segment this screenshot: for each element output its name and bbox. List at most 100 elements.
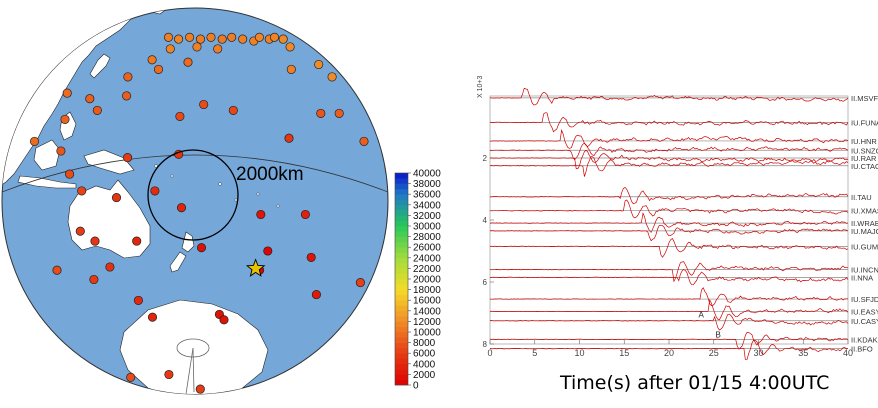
colorbar-tick-label: 32000: [413, 211, 441, 222]
colorbar-segment: [395, 374, 408, 380]
colorbar-segment: [395, 289, 408, 296]
pole-meridian-2: [192, 347, 195, 393]
station-marker: [153, 64, 164, 74]
record-section: 0510152025303540X 10+32468X 10+3II.MSVF …: [470, 60, 878, 370]
colorbar-segment: [395, 316, 408, 322]
colorbar-segment: [395, 173, 408, 179]
epicenter-star-icon: [245, 258, 266, 277]
station-marker: [195, 384, 205, 394]
colorbar-segment: [395, 358, 408, 365]
station-marker: [316, 108, 326, 118]
land-indonesia-chain: [17, 175, 77, 189]
colorbar-segment: [395, 210, 408, 216]
seismogram-trace: [489, 212, 849, 233]
station-marker: [185, 32, 195, 42]
colorbar-tick-label: 40000: [413, 169, 441, 180]
station-marker: [90, 236, 100, 246]
land-island: [170, 174, 174, 178]
station-label: II.NNA: [851, 273, 873, 282]
colorbar-tick-label: 6000: [413, 349, 436, 360]
station-marker: [278, 34, 288, 44]
record-section-svg: 0510152025303540X 10+32468X 10+3II.MSVF …: [477, 76, 878, 370]
station-marker: [217, 34, 227, 44]
colorbar-segment: [395, 279, 408, 285]
station-marker: [165, 44, 175, 54]
x-tick-label: 15: [619, 348, 629, 358]
pole-meridian: [185, 347, 194, 394]
station-marker: [263, 246, 273, 256]
colorbar-segment: [395, 252, 408, 259]
station-marker: [126, 372, 136, 382]
colorbar-tick-label: 38000: [413, 179, 441, 190]
colorbar-segment: [395, 188, 408, 195]
phase-annotation: B: [716, 330, 721, 339]
colorbar-segment: [395, 220, 408, 227]
seismogram-trace: [489, 112, 849, 133]
land-borneo: [33, 139, 61, 171]
station-marker: [213, 44, 223, 54]
colorbar: 0 2000 4000 6000 8000 10000 12000 14000 16000 180…: [388, 165, 458, 395]
station-marker: [206, 32, 216, 42]
station-map: 2000km: [0, 0, 395, 403]
colorbar-tick-label: 10000: [413, 328, 441, 339]
land-new-zealand: [181, 231, 195, 253]
colorbar-segment: [395, 241, 408, 248]
station-marker: [29, 136, 40, 146]
colorbar-tick-label: 16000: [413, 296, 441, 307]
y-tick-label: 8: [483, 340, 488, 349]
station-marker: [123, 72, 133, 82]
station-marker: [123, 153, 133, 163]
y-unit-label: X 10+3: [477, 76, 484, 98]
land-island: [218, 182, 222, 186]
station-marker: [269, 32, 280, 42]
station-marker: [355, 278, 365, 288]
land-island: [234, 198, 238, 202]
station-marker: [132, 236, 142, 246]
station-marker: [195, 34, 206, 44]
station-marker: [285, 42, 295, 52]
station-label: IU.EASY: [851, 307, 878, 316]
station-marker: [256, 209, 266, 220]
station-marker: [327, 72, 337, 82]
y-tick-label: 6: [483, 278, 488, 287]
distance-circle-label: 2000km: [236, 164, 304, 185]
colorbar-segment: [395, 310, 408, 317]
station-marker: [89, 274, 99, 285]
colorbar-tick-label: 30000: [413, 222, 441, 233]
station-marker: [150, 186, 160, 196]
colorbar-segment: [395, 257, 408, 264]
station-label: II.WRAB: [851, 219, 878, 228]
station-marker: [227, 32, 237, 42]
station-marker: [147, 55, 157, 65]
colorbar-segment: [395, 363, 408, 370]
station-label: IU.SFJD: [851, 295, 878, 304]
station-marker: [60, 114, 70, 124]
station-marker: [286, 64, 296, 74]
x-tick-label: 40: [843, 348, 853, 358]
colorbar-tick-label: 8000: [413, 338, 436, 349]
station-marker: [133, 295, 143, 305]
colorbar-segment: [395, 236, 408, 243]
station-marker: [174, 34, 184, 44]
land-island: [256, 192, 260, 196]
seismogram-trace: [489, 149, 849, 170]
colorbar-segment: [395, 294, 408, 301]
colorbar-segment: [395, 183, 408, 190]
seismogram-trace: [489, 269, 849, 286]
station-label: IU.CTAO: [851, 162, 878, 171]
colorbar-tick-label: 22000: [413, 264, 441, 275]
station-marker: [228, 105, 238, 115]
colorbar-segment: [395, 342, 408, 349]
seismogram-trace: [489, 298, 849, 321]
colorbar-segment: [395, 263, 408, 269]
seismogram-trace: [490, 186, 849, 205]
colorbar-segment: [395, 284, 408, 290]
colorbar-segment: [395, 215, 408, 221]
station-label: IU.HNR: [851, 137, 877, 146]
station-label: II.MSVF /: [851, 94, 878, 103]
x-tick-label: 25: [709, 348, 719, 358]
station-marker: [199, 99, 209, 110]
station-markers: [29, 32, 369, 394]
land-australia: [67, 179, 151, 259]
phase-annotation: A: [699, 310, 705, 319]
